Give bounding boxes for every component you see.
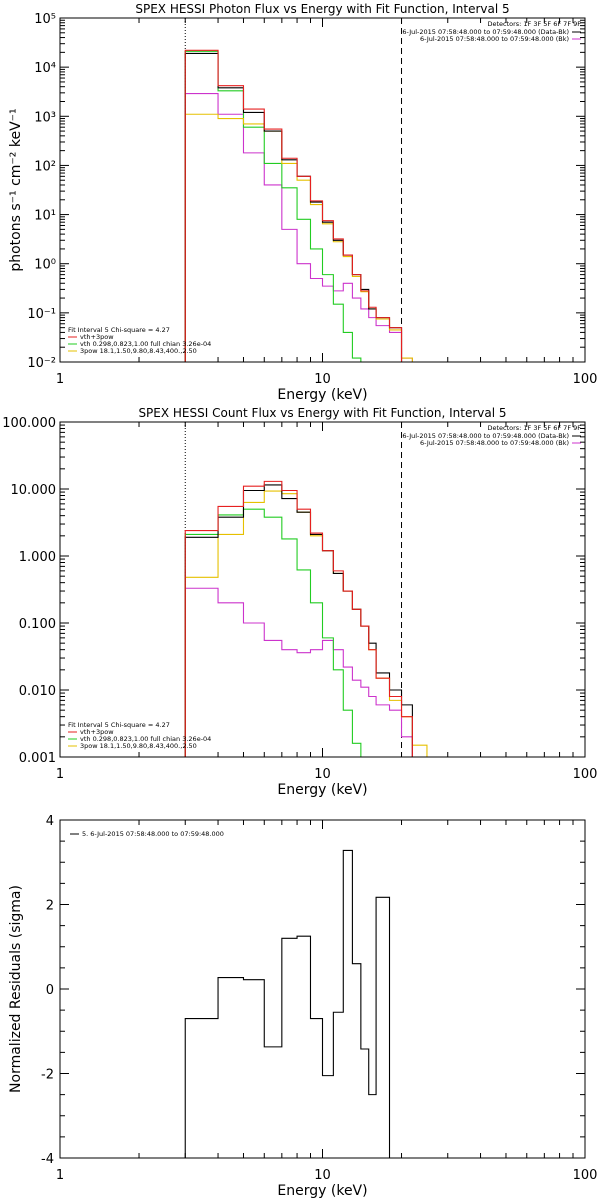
y-tick-label: 10²: [34, 159, 56, 174]
chart-panel-1: SPEX HESSI Photon Flux vs Energy with Fi…: [8, 2, 597, 403]
chart-panel-3: 1 10 100 -4 -2 0 2 4 Energy (keV) Normalized Resi…: [8, 814, 597, 1199]
x-tick-label: 10: [314, 1168, 331, 1183]
plot-frame: [59, 17, 586, 363]
x-axis-label: Energy (keV): [277, 782, 367, 798]
legend-entry-text: 3pow 18.1,1.50,9.80,8.43,400.,2.50: [80, 742, 197, 750]
y-tick-label: 0.010: [19, 684, 56, 699]
y-tick-label: 10⁴: [34, 61, 56, 76]
series-line-data-bk: [184, 52, 403, 362]
y-tick-label: 100.000: [2, 416, 56, 431]
series-line-residuals: [184, 849, 391, 1158]
y-tick-label: 10⁵: [34, 12, 56, 27]
legend-entry-text: vth+3pow: [80, 728, 114, 736]
y-tick-label: 0.001: [19, 751, 56, 766]
series-line-vth: [184, 508, 362, 757]
y-tick-label: 0: [46, 983, 54, 998]
legend-entry-text: vth+3pow: [80, 333, 114, 341]
series-line-3pow: [184, 490, 428, 757]
x-axis-label: Energy (keV): [277, 387, 367, 403]
chart-panel-2: SPEX HESSI Count Flux vs Energy with Fit…: [2, 406, 597, 798]
chart-title: SPEX HESSI Count Flux vs Energy with Fit…: [138, 406, 506, 420]
x-tick-label: 100: [573, 1168, 598, 1183]
series-group: [184, 480, 428, 757]
legend-entry-text: 3pow 18.1,1.50,9.80,8.43,400.,2.50: [80, 347, 197, 355]
x-tick-label: 100: [573, 372, 598, 387]
y-tick-label: 10.000: [11, 483, 57, 498]
plot-frame: [59, 421, 586, 758]
y-tick-label: 10³: [34, 110, 56, 125]
detectors-label: Detectors: 1F 3F 5F 6F 7F 9F: [487, 20, 581, 28]
series-line-vth-3pow: [184, 480, 413, 757]
x-tick-label: 1: [56, 372, 64, 387]
x-tick-label: 1: [56, 767, 64, 782]
legend-entry-text: 6-Jul-2015 07:58:48.000 to 07:59:48.000 …: [420, 35, 569, 43]
series-line-bk: [184, 93, 413, 362]
y-tick-label: 1.000: [19, 550, 56, 565]
chart-title: SPEX HESSI Photon Flux vs Energy with Fi…: [135, 2, 509, 16]
series-line-3pow: [184, 113, 413, 362]
x-tick-label: 100: [573, 767, 598, 782]
series-group: [184, 49, 413, 362]
legend-entry-text: 5. 6-Jul-2015 07:58:48.000 to 07:59:48.0…: [82, 830, 224, 838]
x-tick-label: 1: [56, 1168, 64, 1183]
y-tick-label: 4: [46, 814, 54, 829]
series-line-bk: [184, 587, 413, 757]
detectors-label: Detectors: 1F 3F 5F 6F 7F 9F: [487, 424, 581, 432]
fit-summary-label: Fit Interval 5 Chi-square = 4.27: [68, 721, 170, 729]
x-tick-label: 10: [314, 372, 331, 387]
legend-entry-text: 6-Jul-2015 07:58:48.000 to 07:59:48.000 …: [402, 28, 569, 36]
y-tick-label: -4: [41, 1152, 54, 1167]
series-line-vth: [184, 50, 362, 362]
fit-summary-label: Fit Interval 5 Chi-square = 4.27: [68, 326, 170, 334]
y-tick-label: 2: [46, 899, 54, 914]
y-axis-label: Normalized Residuals (sigma): [8, 885, 24, 1093]
series-line-data-bk: [184, 484, 413, 757]
legend-entry-text: vth 0.298,0.823,1.00 full chian 3.26e-04: [80, 735, 211, 743]
y-tick-label: 0.100: [19, 617, 56, 632]
y-tick-label: 10⁻¹: [27, 307, 56, 322]
legend-entry-text: 6-Jul-2015 07:58:48.000 to 07:59:48.000 …: [402, 432, 569, 440]
y-tick-label: 10⁰: [34, 258, 56, 273]
y-tick-label: 10⁻²: [27, 356, 56, 371]
series-line-vth-3pow: [184, 49, 403, 362]
y-tick-label: -2: [41, 1068, 54, 1083]
plot-frame: [59, 819, 586, 1159]
legend-entry-text: 6-Jul-2015 07:58:48.000 to 07:59:48.000 …: [420, 439, 569, 447]
series-group: [184, 849, 391, 1158]
x-axis-label: Energy (keV): [277, 1183, 367, 1199]
y-axis-label: photons s⁻¹ cm⁻² keV⁻¹: [8, 108, 24, 271]
y-tick-label: 10¹: [34, 209, 56, 224]
legend-entry-text: vth 0.298,0.823,1.00 full chian 3.26e-04: [80, 340, 211, 348]
x-tick-label: 10: [314, 767, 331, 782]
